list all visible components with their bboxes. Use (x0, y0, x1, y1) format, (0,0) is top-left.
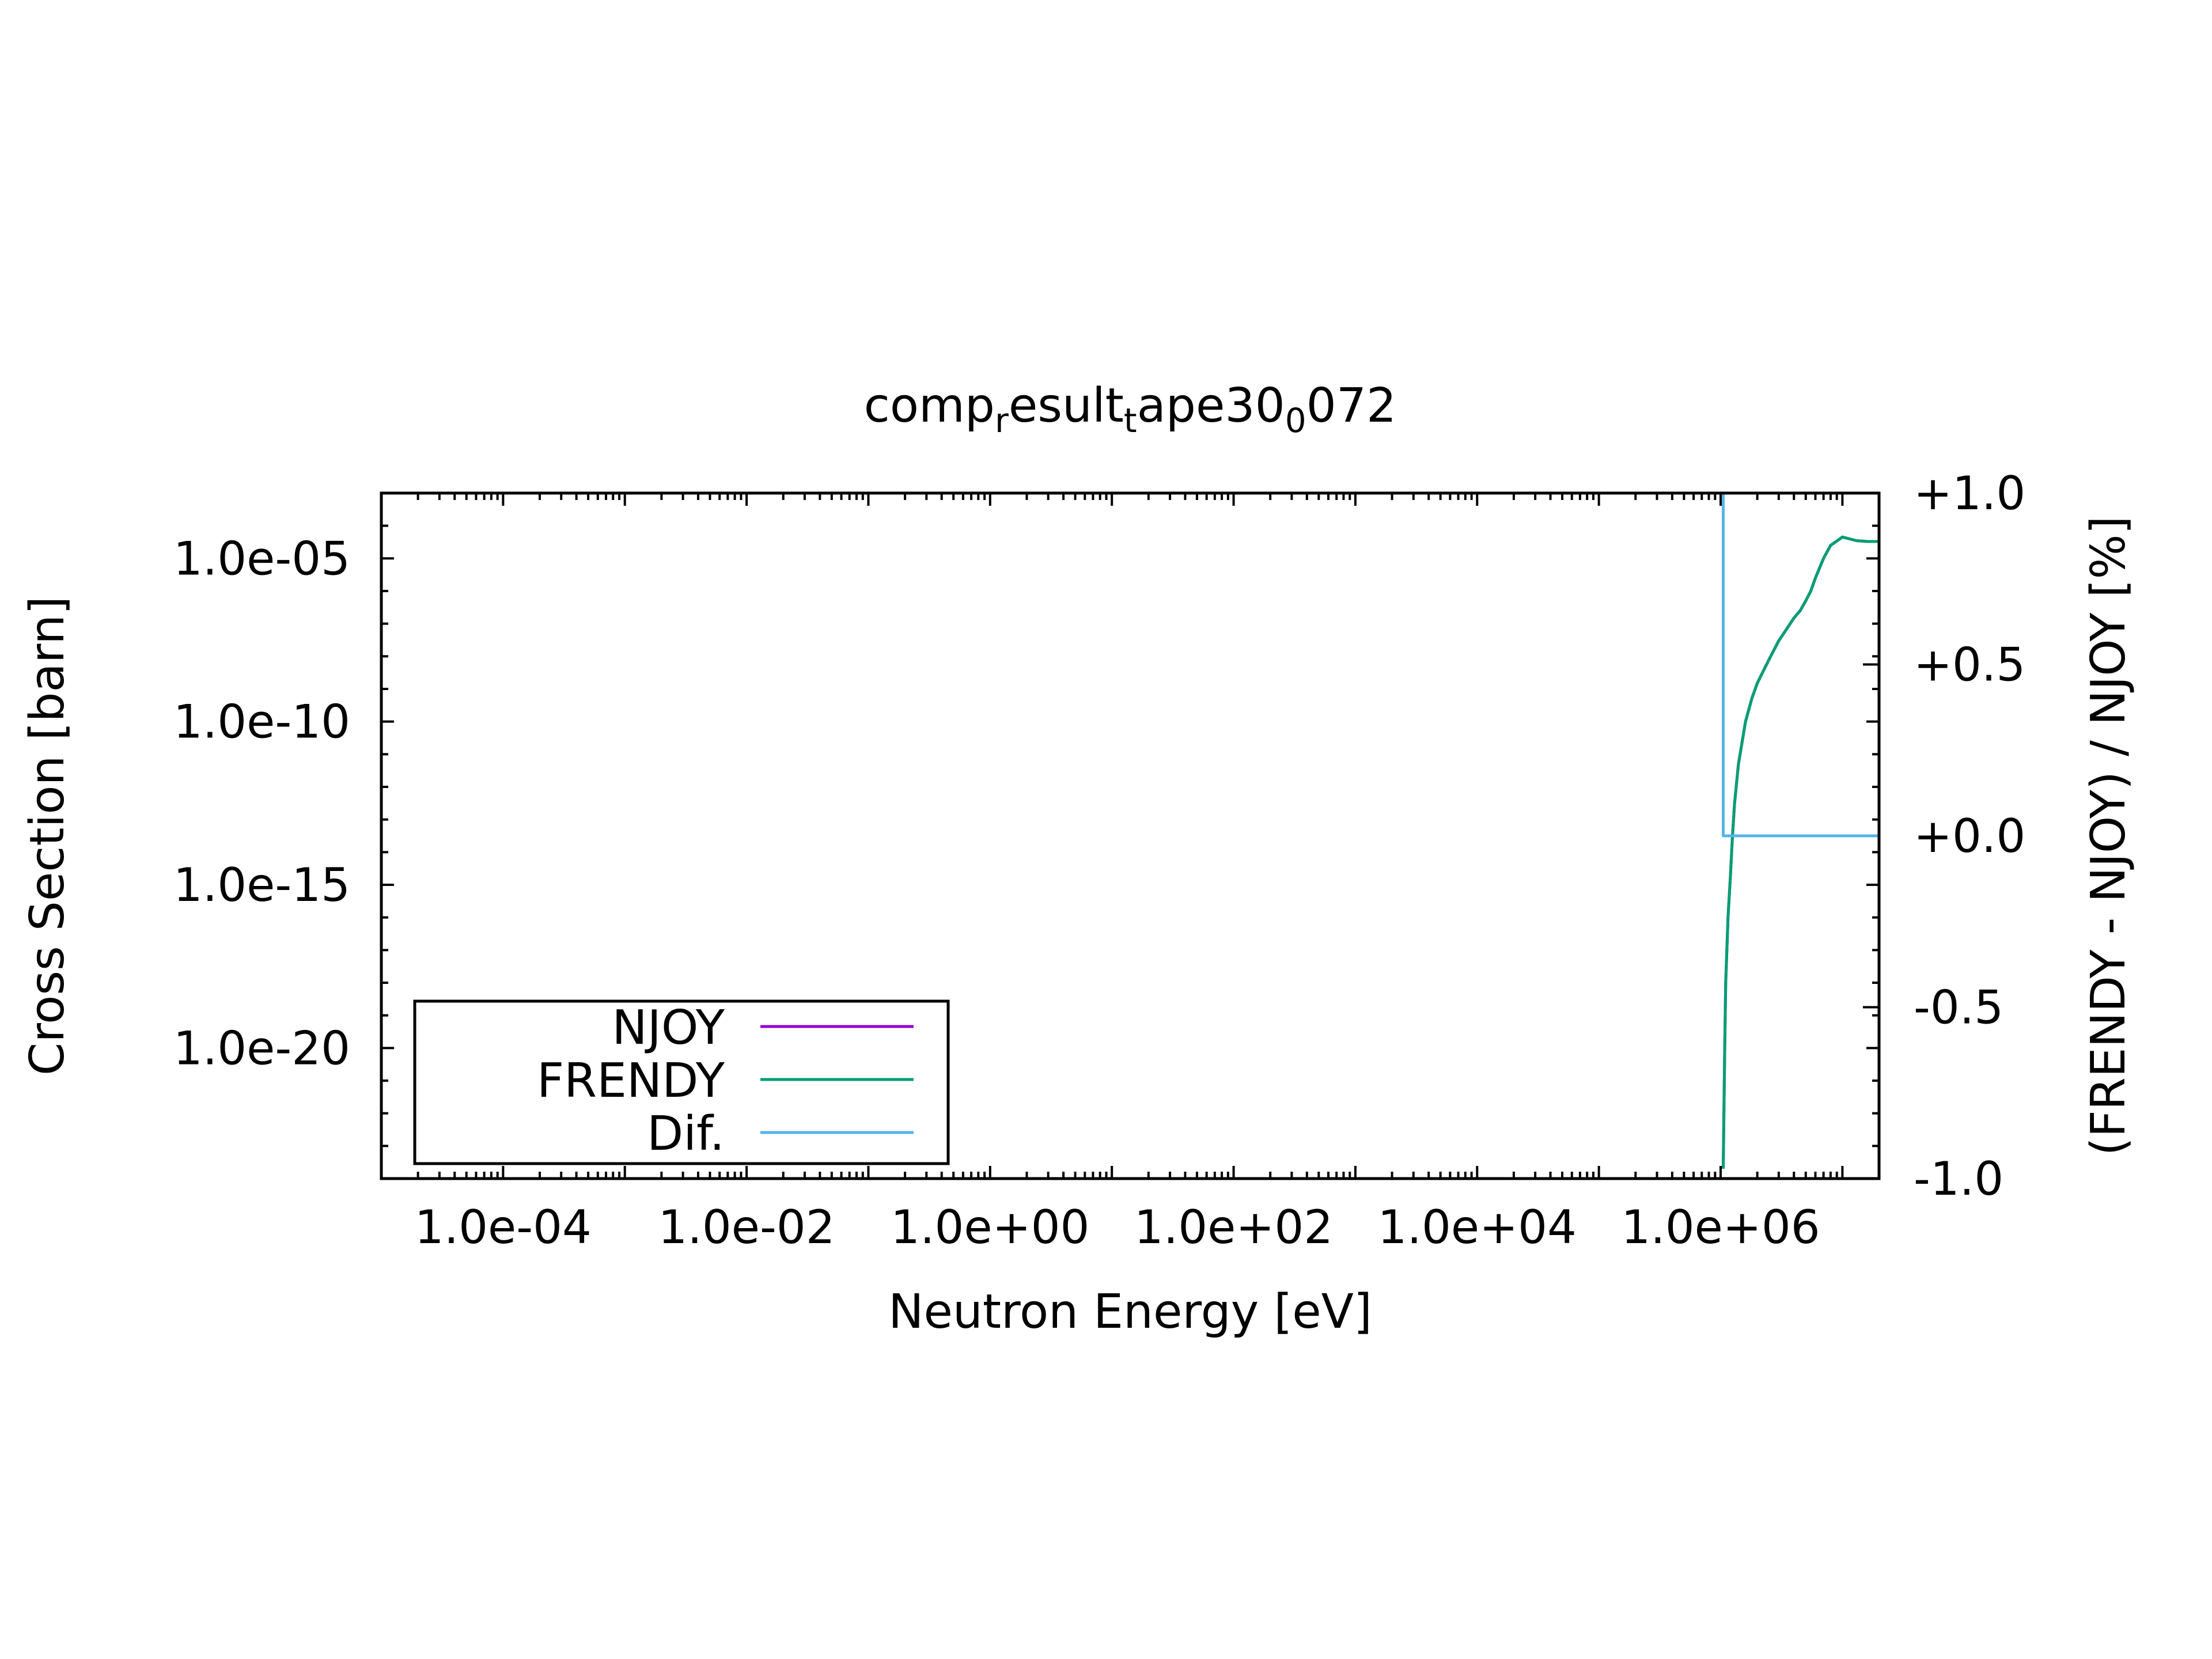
chart-title-part: esult (1009, 378, 1124, 433)
chart-title-text: compresulttape300072 (864, 378, 1396, 440)
x-tick-label: 1.0e+02 (1134, 1200, 1333, 1254)
legend-box (413, 999, 950, 1165)
x-tick-label: 1.0e+06 (1621, 1200, 1820, 1254)
legend-label: Dif. (647, 1107, 725, 1161)
chart-title-part: comp (864, 378, 995, 433)
y2-axis-label: (FRENDY - NJOY) / NJOY [%] (2081, 516, 2136, 1156)
y-tick-label: 1.0e-15 (173, 858, 350, 912)
series-line-frendy (1722, 535, 1879, 1169)
y2-tick-label: +0.5 (1914, 638, 2025, 692)
y2-axis: +1.0 +0.5 +0.0 -0.5 -1.0 (1863, 467, 2025, 1206)
x-tick-label: 1.0e-02 (658, 1200, 835, 1254)
chart-title-subscript: 0 (1285, 401, 1306, 440)
y-tick-label: 1.0e-20 (173, 1021, 350, 1075)
legend-label: NJOY (612, 1001, 725, 1055)
chart-title-part: ape30 (1137, 378, 1285, 433)
y2-tick-label: -0.5 (1914, 981, 2003, 1035)
y2-tick-label: -1.0 (1914, 1152, 2003, 1206)
y-tick-label: 1.0e-05 (173, 532, 350, 585)
plot-frame (380, 491, 1881, 1180)
x-tick-label: 1.0e+04 (1378, 1200, 1577, 1254)
series-line-dif (1722, 493, 1879, 838)
y-axis-label: Cross Section [barn] (20, 596, 75, 1075)
y2-tick-label: +0.0 (1914, 809, 2025, 863)
chart-title-part: 072 (1306, 378, 1397, 433)
x-axis-label: Neutron Energy [eV] (888, 1285, 1372, 1339)
legend-label: FRENDY (537, 1054, 725, 1108)
plot-lines (1722, 493, 1879, 1169)
chart-title: compresulttape300072 (864, 378, 1396, 440)
x-tick-label: 1.0e-04 (415, 1200, 592, 1254)
x-tick-label: 1.0e+00 (891, 1200, 1089, 1254)
y2-tick-label: +1.0 (1914, 467, 2025, 520)
y-tick-label: 1.0e-10 (173, 695, 350, 749)
y-axis: 1.0e-05 1.0e-10 1.0e-15 1.0e-20 (173, 492, 1879, 1180)
chart-title-subscript: r (995, 401, 1009, 440)
chart-title-subscript: t (1124, 401, 1137, 440)
